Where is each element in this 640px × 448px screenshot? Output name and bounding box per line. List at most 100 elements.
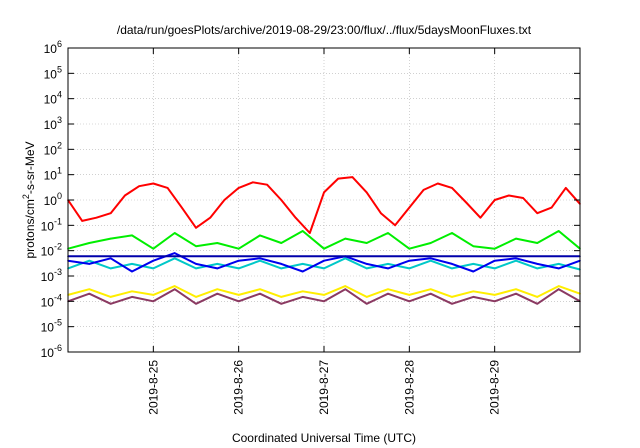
- data-point: [536, 263, 539, 265]
- data-point: [323, 259, 325, 262]
- data-point: [301, 296, 304, 298]
- y-tick-exponent: -5: [54, 318, 62, 328]
- y-tick-base: 10: [41, 245, 55, 259]
- data-point: [152, 255, 155, 258]
- data-point: [472, 270, 475, 273]
- data-point: [109, 257, 112, 260]
- y-tick-exponent: 0: [57, 191, 62, 201]
- data-point: [472, 296, 475, 298]
- data-point: [209, 216, 211, 219]
- y-tick-label: 105: [44, 64, 62, 81]
- data-point: [109, 237, 112, 240]
- data-point: [557, 288, 560, 291]
- x-tick-label: 2019-8-27: [317, 360, 331, 415]
- data-point: [173, 285, 176, 287]
- data-point: [237, 267, 240, 270]
- y-tick-base: 10: [41, 219, 55, 233]
- y-tick-label: 10-3: [41, 267, 62, 284]
- data-point: [124, 194, 126, 197]
- data-point: [344, 257, 347, 260]
- data-point: [301, 263, 304, 265]
- data-point: [259, 259, 261, 262]
- data-point: [237, 187, 240, 189]
- data-point: [88, 288, 91, 291]
- series: [67, 288, 581, 305]
- data-point: [536, 296, 539, 298]
- y-tick-base: 10: [44, 67, 58, 81]
- y-tick-label: 10-2: [41, 242, 62, 259]
- data-point: [237, 259, 240, 262]
- data-point: [88, 242, 91, 244]
- data-point: [493, 294, 496, 296]
- data-point: [81, 220, 83, 222]
- series: [67, 230, 581, 250]
- data-point: [451, 296, 453, 298]
- data-point: [280, 296, 283, 298]
- y-tick-exponent: 6: [57, 39, 62, 49]
- y-tick-exponent: 5: [57, 64, 62, 74]
- y-tick-exponent: -4: [54, 292, 62, 302]
- data-point: [536, 212, 539, 214]
- data-point: [429, 292, 432, 295]
- data-point: [323, 247, 325, 250]
- data-point: [365, 191, 368, 194]
- y-tick-exponent: -2: [54, 242, 62, 252]
- data-point: [173, 252, 176, 254]
- y-tick-label: 10-4: [41, 292, 62, 309]
- data-point: [181, 206, 183, 209]
- data-point: [259, 292, 261, 295]
- data-point: [515, 257, 517, 260]
- data-point: [351, 176, 354, 178]
- data-point: [195, 267, 197, 270]
- x-axis-label: Coordinated Universal Time (UTC): [232, 431, 416, 445]
- data-point: [323, 300, 325, 303]
- data-point: [493, 199, 496, 201]
- data-point: [365, 263, 368, 265]
- y-tick-base: 10: [44, 143, 58, 157]
- x-tick-label: 2019-8-25: [146, 360, 160, 415]
- data-point: [557, 230, 560, 232]
- data-point: [216, 263, 219, 265]
- y-tick-exponent: -6: [54, 343, 62, 353]
- data-point: [323, 255, 325, 258]
- data-point: [195, 227, 197, 229]
- data-point: [536, 267, 539, 270]
- data-point: [408, 206, 411, 209]
- data-point: [429, 242, 432, 244]
- y-tick-base: 10: [41, 346, 55, 360]
- chart-title: /data/run/goesPlots/archive/2019-08-29/2…: [117, 23, 532, 37]
- data-point: [195, 303, 197, 305]
- y-tick-base: 10: [44, 42, 58, 56]
- data-point: [131, 270, 133, 273]
- data-point: [266, 183, 268, 186]
- data-point: [280, 303, 283, 305]
- data-point: [365, 242, 368, 244]
- x-tick-label: 2019-8-29: [488, 360, 502, 415]
- data-point: [195, 263, 197, 265]
- data-point: [493, 300, 496, 303]
- y-tick-label: 103: [44, 115, 62, 132]
- data-point: [387, 292, 389, 295]
- data-point: [422, 189, 425, 191]
- data-point: [429, 259, 432, 262]
- data-point: [451, 232, 453, 234]
- data-point: [195, 296, 197, 298]
- data-point: [259, 257, 261, 260]
- data-point: [536, 303, 539, 305]
- data-point: [550, 206, 553, 209]
- data-point: [451, 303, 453, 305]
- data-point: [216, 242, 219, 244]
- y-axis: 10610510410310210110010-110-210-310-410-…: [41, 39, 580, 360]
- y-axis-label: protons/cm2-s-sr-MeV: [21, 141, 37, 258]
- data-point: [365, 267, 368, 270]
- data-point: [237, 300, 240, 303]
- y-axis-label-sup: 2: [21, 194, 31, 199]
- data-point: [252, 181, 254, 184]
- data-point: [131, 296, 133, 298]
- y-tick-base: 10: [41, 270, 55, 284]
- data-point: [536, 242, 539, 244]
- data-point: [280, 263, 283, 265]
- data-point: [472, 290, 475, 293]
- data-point: [259, 288, 261, 291]
- y-tick-label: 104: [44, 90, 62, 107]
